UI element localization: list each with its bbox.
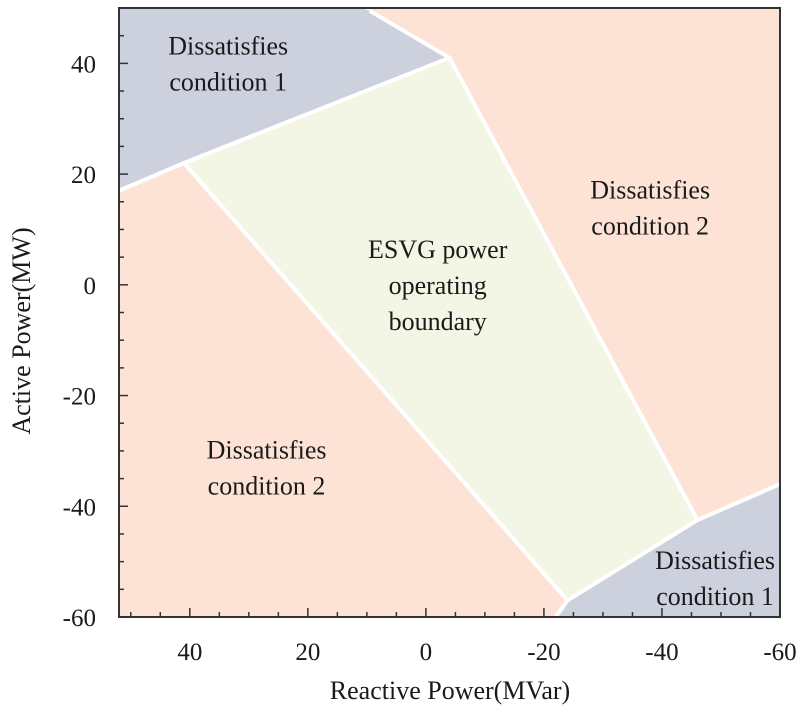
boundary-line-1 [118, 9, 452, 193]
y-tick-label: -40 [63, 494, 96, 521]
region-label-condition2-bottom-left: Dissatisfies condition 2 [207, 436, 327, 501]
region-label-condition1-top-left: Dissatisfies condition 1 [168, 31, 288, 96]
region-label-line: condition 1 [656, 582, 774, 611]
x-tick-label: 0 [420, 639, 433, 666]
region-label-line: ESVG power [368, 235, 508, 264]
region-label-condition1-bottom-right: Dissatisfies condition 1 [655, 546, 775, 611]
region-label-line: Dissatisfies [590, 175, 710, 204]
x-tick-label: -40 [645, 639, 678, 666]
region-label-line: Dissatisfies [207, 436, 327, 465]
x-axis-title: Reactive Power(MVar) [330, 676, 570, 705]
region-label-line: Dissatisfies [655, 546, 775, 575]
y-axis-title: Active Power(MW) [7, 227, 36, 434]
region-condition1-top-left [119, 8, 450, 191]
x-tick-label: 20 [295, 639, 320, 666]
y-tick-label: 0 [84, 273, 97, 300]
region-label-condition2-top-right: Dissatisfies condition 2 [590, 175, 710, 240]
x-tick-label: 40 [177, 639, 202, 666]
y-tick-label: 20 [71, 162, 96, 189]
boundary-lines [118, 9, 781, 619]
regions [119, 8, 780, 617]
region-label-line: condition 2 [591, 211, 709, 240]
region-condition2-top-right [369, 8, 780, 521]
y-tick-label: -60 [63, 605, 96, 632]
region-label-line: condition 2 [208, 472, 326, 501]
region-condition2-bottom-left [119, 163, 568, 617]
region-labels: Dissatisfies condition 1 ESVG power operati… [168, 31, 775, 611]
region-label-operating-boundary: ESVG power operating boundary [368, 235, 508, 336]
y-tick-label: 40 [71, 51, 96, 78]
region-label-line: boundary [389, 307, 487, 336]
boundary-line-4 [696, 482, 781, 522]
region-label-line: condition 1 [169, 67, 287, 96]
region-operating-boundary [183, 57, 698, 601]
region-label-line: Dissatisfies [168, 31, 288, 60]
y-tick-label: -20 [63, 384, 96, 411]
axis-ticks: 40 20 0 -20 -40 -60 40 20 0 -20 -40 -60 [63, 7, 797, 666]
x-tick-label: -60 [763, 639, 796, 666]
region-label-line: operating [389, 271, 487, 300]
x-tick-label: -20 [527, 639, 560, 666]
region-condition1-bottom-right [555, 484, 780, 617]
